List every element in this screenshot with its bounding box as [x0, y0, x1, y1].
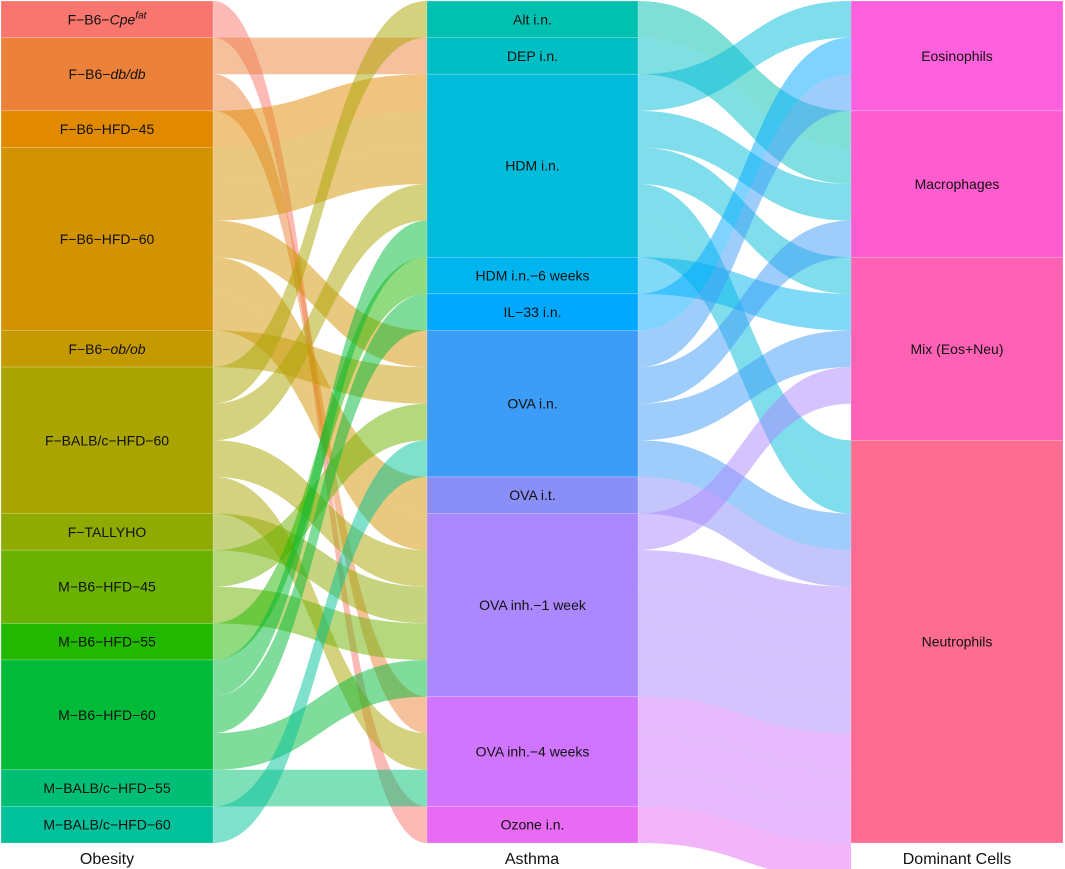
- node-label-d1: Eosinophils: [921, 48, 993, 64]
- node-o9: [0, 623, 214, 661]
- flow-o4-a3: [213, 110, 427, 185]
- node-a1: [426, 0, 639, 38]
- node-a5: [426, 293, 639, 331]
- node-label-o7: F−TALLYHO: [68, 524, 147, 540]
- flow-o10-a5: [213, 293, 427, 734]
- node-o6: [0, 366, 214, 514]
- node-o10: [0, 659, 214, 771]
- flow-a9-d4: [638, 696, 851, 770]
- node-o7: [0, 513, 214, 551]
- flow-o10-a8: [213, 659, 427, 770]
- flow-a6-d2: [638, 220, 851, 404]
- node-label-o11: M−BALB/c−HFD−55: [43, 780, 170, 796]
- node-label-o8: M−B6−HFD−45: [58, 579, 156, 595]
- node-a8: [426, 513, 639, 697]
- axis-label-obesity: Obesity: [80, 851, 134, 868]
- flow-a3-d4: [638, 184, 851, 477]
- flow-o10-a3: [213, 220, 427, 697]
- node-o2: [0, 37, 214, 112]
- node-label-o4: F−B6−HFD−60: [60, 231, 155, 247]
- flow-a8-d4: [638, 623, 851, 697]
- node-a6: [426, 330, 639, 478]
- flows-asthma-cells: [638, 1, 851, 869]
- node-label-a10: Ozone i.n.: [501, 817, 565, 833]
- node-a9: [426, 696, 639, 807]
- flow-o12-a6: [213, 440, 427, 843]
- flow-o3-a3: [213, 74, 427, 148]
- sankey-nodes: [0, 0, 1064, 844]
- flow-o6-a3: [213, 184, 427, 441]
- flow-a3-d1: [638, 1, 851, 111]
- node-label-a6: OVA i.n.: [507, 396, 557, 412]
- node-o4: [0, 147, 214, 331]
- flow-a10-d4: [638, 806, 851, 869]
- flow-a6-d1: [638, 74, 851, 368]
- axis-label-asthma: Asthma: [505, 851, 559, 868]
- node-label-a2: DEP i.n.: [507, 48, 558, 64]
- node-o12: [0, 806, 214, 844]
- flow-a8-d4: [638, 586, 851, 660]
- node-o3: [0, 110, 214, 148]
- node-label-a3: HDM i.n.: [505, 158, 559, 174]
- flow-a6-d3: [638, 330, 851, 441]
- node-label-o1: F−B6−Cpefat: [68, 10, 148, 27]
- node-a3: [426, 73, 639, 258]
- node-a10: [426, 806, 639, 844]
- node-label-o3: F−B6−HFD−45: [60, 121, 155, 137]
- node-label-a4: HDM i.n.−6 weeks: [476, 268, 590, 284]
- node-o11: [0, 769, 214, 807]
- node-o1: [0, 0, 214, 38]
- node-label-o9: M−B6−HFD−55: [58, 634, 156, 650]
- node-label-a9: OVA inh.−4 weeks: [476, 743, 590, 759]
- flow-o4-a8: [213, 293, 427, 551]
- flow-o6-a1: [213, 1, 427, 404]
- node-label-o12: M−BALB/c−HFD−60: [43, 817, 170, 833]
- node-label-d2: Macrophages: [915, 176, 1000, 192]
- node-a4: [426, 256, 639, 295]
- axis-label-dominant-cells: Dominant Cells: [903, 851, 1011, 868]
- flow-a5-d1: [638, 37, 851, 331]
- node-label-d3: Mix (Eos+Neu): [911, 341, 1004, 357]
- node-d2: [850, 110, 1064, 258]
- flow-a9-d4: [638, 733, 851, 807]
- node-label-o6: F−BALB/c−HFD−60: [45, 432, 169, 448]
- node-label-d4: Neutrophils: [922, 634, 993, 650]
- node-a2: [426, 37, 639, 75]
- node-d3: [850, 256, 1064, 441]
- flow-a8-d4: [638, 659, 851, 734]
- node-o8: [0, 549, 214, 624]
- node-label-a7: OVA i.t.: [509, 487, 555, 503]
- flow-a6-d4: [638, 440, 851, 551]
- node-label-a8: OVA inh.−1 week: [479, 597, 587, 613]
- node-d4: [850, 440, 1064, 844]
- node-d1: [850, 0, 1064, 112]
- node-label-a1: Alt i.n.: [513, 11, 552, 27]
- node-label-a5: IL−33 i.n.: [504, 304, 562, 320]
- node-label-o5: F−B6−ob/ob: [68, 341, 145, 357]
- flow-a8-d3: [638, 367, 851, 551]
- flow-a8-d4: [638, 550, 851, 624]
- flow-a9-d4: [638, 769, 851, 843]
- node-o5: [0, 330, 214, 368]
- node-label-o10: M−B6−HFD−60: [58, 707, 156, 723]
- flows-obesity-asthma: [213, 1, 427, 843]
- node-label-o2: F−B6−db/db: [68, 66, 145, 82]
- sankey-node-labels: F−B6−Cpefat F−B6−db/db F−B6−HFD−45 F−B6−HFD…: [43, 10, 1003, 832]
